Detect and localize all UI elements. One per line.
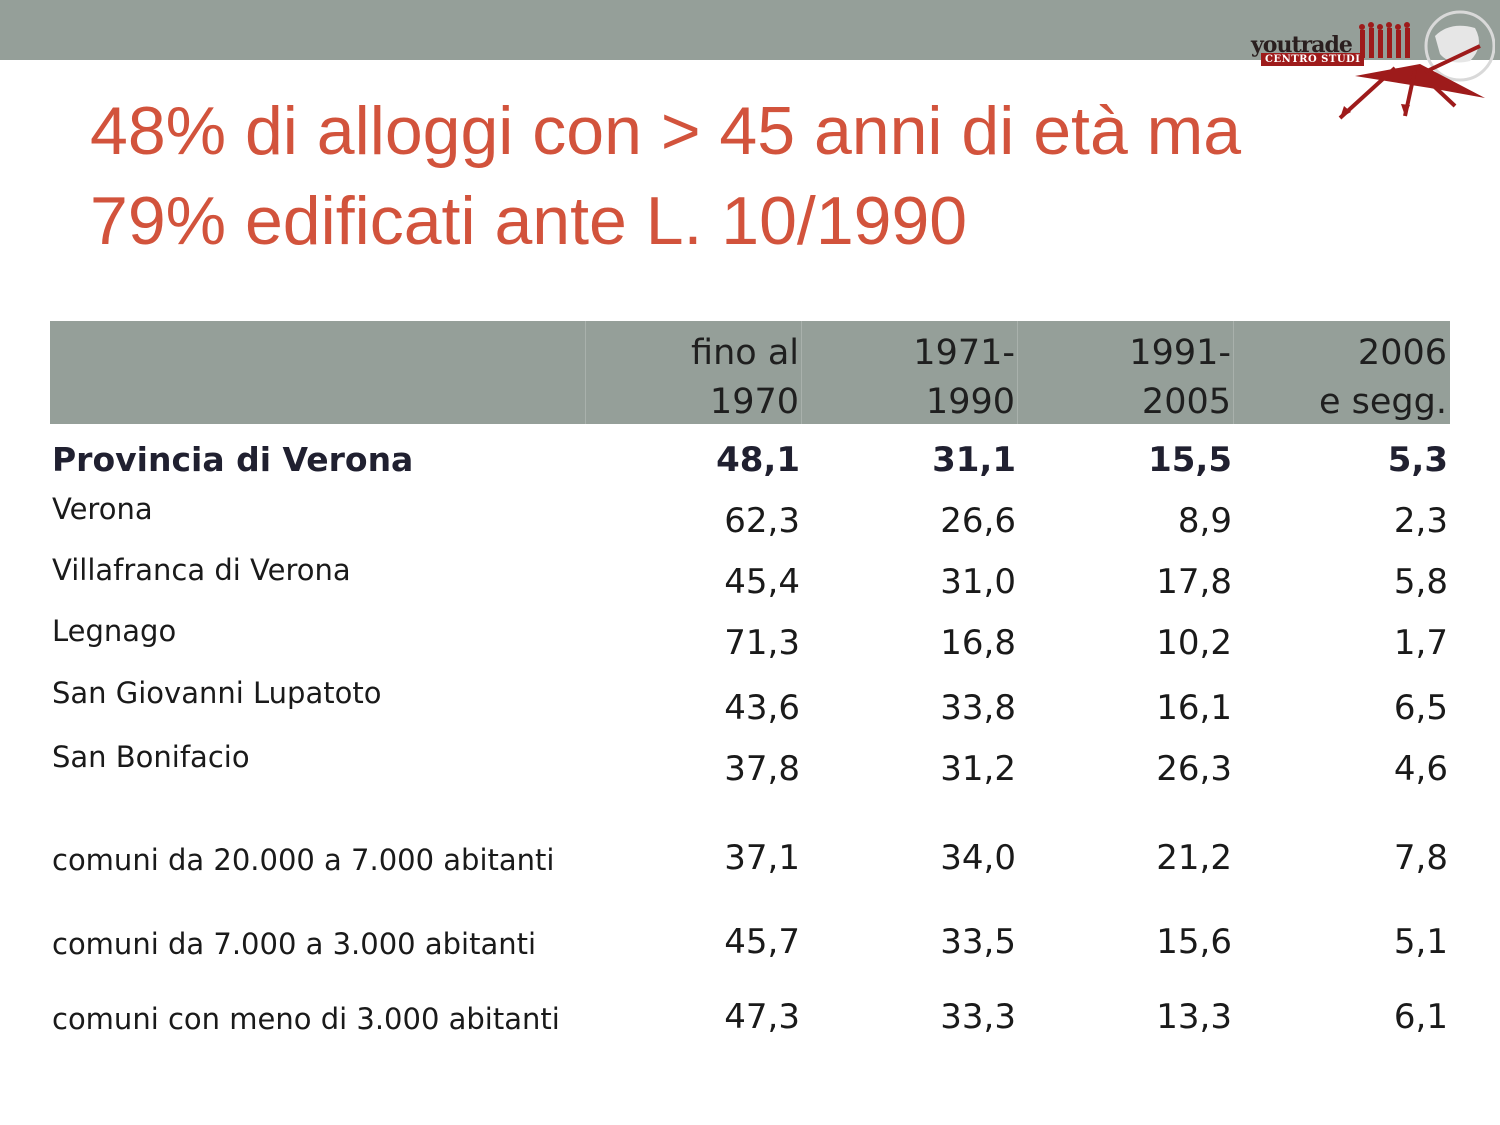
row-label: comuni con meno di 3.000 abitanti	[52, 1002, 560, 1036]
cell-value: 31,0	[940, 562, 1016, 602]
cell-value: 1,7	[1393, 623, 1448, 663]
row-label: Verona	[52, 492, 153, 526]
cell-value: 34,0	[940, 838, 1016, 878]
cell-value: 5,3	[1387, 440, 1448, 480]
title-line-2: 79% edificati ante L. 10/1990	[90, 183, 968, 259]
cell-value: 26,3	[1156, 749, 1232, 789]
logo-subtitle: CENTRO STUDI	[1261, 53, 1365, 66]
cell-value: 37,1	[724, 838, 800, 878]
cell-value: 45,4	[724, 562, 800, 602]
cell-value: 13,3	[1156, 997, 1232, 1037]
cell-value: 16,8	[940, 623, 1016, 663]
row-label: comuni da 7.000 a 3.000 abitanti	[52, 927, 537, 961]
row-label: Villafranca di Verona	[52, 553, 351, 587]
cell-value: 47,3	[724, 997, 800, 1037]
cell-value: 5,1	[1393, 922, 1448, 962]
globe-arrows-icon	[1338, 10, 1495, 120]
table-header: fino al 1970 1971- 1990 1991- 2005 2006 e se…	[50, 321, 1450, 424]
cell-value: 16,1	[1156, 688, 1232, 728]
cell-value: 4,6	[1393, 749, 1448, 789]
cell-value: 26,6	[940, 501, 1016, 541]
cell-value: 5,8	[1393, 562, 1448, 602]
cell-value: 6,5	[1393, 688, 1448, 728]
cell-value: 21,2	[1156, 838, 1232, 878]
cell-value: 17,8	[1156, 562, 1232, 602]
cell-value: 31,2	[940, 749, 1016, 789]
cell-value: 2,3	[1393, 501, 1448, 541]
row-label: Legnago	[52, 614, 177, 648]
title-line-1: 48% di alloggi con > 45 anni di età ma	[90, 93, 1242, 169]
cell-value: 62,3	[724, 501, 800, 541]
cell-value: 8,9	[1177, 501, 1232, 541]
cell-value: 33,8	[940, 688, 1016, 728]
column-header: 1991- 2005	[1017, 321, 1233, 424]
cell-value: 31,1	[932, 440, 1016, 480]
cell-value: 71,3	[724, 623, 800, 663]
row-label: San Bonifacio	[52, 740, 250, 774]
row-label: San Giovanni Lupatoto	[52, 676, 382, 710]
cell-value: 33,3	[940, 997, 1016, 1037]
column-header: 1971- 1990	[801, 321, 1017, 424]
cell-value: 43,6	[724, 688, 800, 728]
cell-value: 10,2	[1156, 623, 1232, 663]
cell-value: 15,5	[1148, 440, 1232, 480]
slide-title: 48% di alloggi con > 45 anni di età ma 7…	[90, 86, 1350, 266]
row-label: comuni da 20.000 a 7.000 abitanti	[52, 843, 555, 877]
cell-value: 33,5	[940, 922, 1016, 962]
column-header: fino al 1970	[585, 321, 801, 424]
cell-value: 7,8	[1393, 838, 1448, 878]
cell-value: 45,7	[724, 922, 800, 962]
cell-value: 37,8	[724, 749, 800, 789]
cell-value: 15,6	[1156, 922, 1232, 962]
header-bar	[0, 0, 1500, 60]
cell-value: 6,1	[1393, 997, 1448, 1037]
row-label: Provincia di Verona	[52, 440, 414, 479]
cell-value: 48,1	[716, 440, 800, 480]
column-header: 2006 e segg.	[1233, 321, 1449, 424]
youtrade-logo: youtrade CENTRO STUDI	[1245, 6, 1495, 124]
